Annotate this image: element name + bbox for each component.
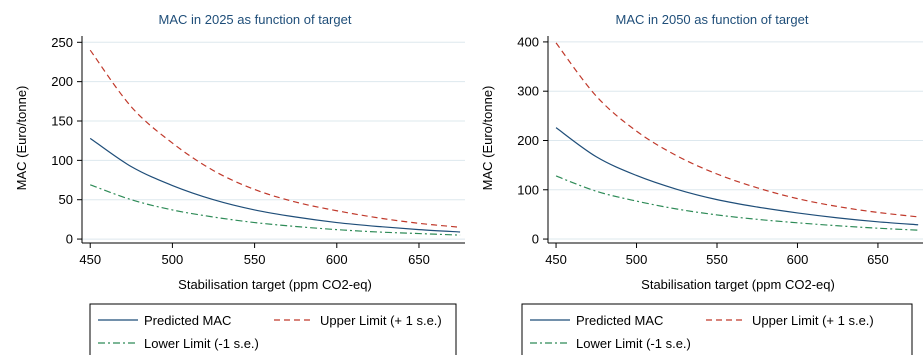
x-tick-label: 450 — [545, 252, 567, 267]
legend-label: Predicted MAC — [144, 313, 231, 328]
y-tick-label: 300 — [517, 84, 539, 99]
series-line-dashdot — [555, 175, 919, 231]
y-tick-label: 0 — [532, 232, 539, 247]
chart-title: MAC in 2025 as function of target — [159, 12, 352, 27]
y-tick-label: 250 — [51, 35, 73, 50]
legend-label: Upper Limit (+ 1 s.e.) — [752, 313, 874, 328]
series-line-dashdot — [90, 184, 461, 236]
y-tick-label: 100 — [51, 153, 73, 168]
legend: Predicted MAC Upper Limit (+ 1 s.e.) Lower… — [89, 303, 457, 357]
y-axis-label: MAC (Euro/tonne) — [480, 86, 495, 191]
x-tick-label: 550 — [706, 252, 728, 267]
x-tick-label: 650 — [408, 252, 430, 267]
series-line-solid — [555, 127, 919, 226]
y-tick-label: 200 — [517, 133, 539, 148]
x-axis-label: Stabilisation target (ppm CO2-eq) — [178, 277, 372, 292]
chart-mac-2025: MAC in 2025 as function of target MAC (E… — [14, 12, 465, 357]
y-tick-label: 150 — [51, 114, 73, 129]
legend-label: Upper Limit (+ 1 s.e.) — [320, 313, 442, 328]
x-axis-label: Stabilisation target (ppm CO2-eq) — [641, 277, 835, 292]
x-tick-label: 500 — [162, 252, 184, 267]
x-tick-label: 650 — [867, 252, 889, 267]
x-tick-label: 600 — [326, 252, 348, 267]
series-line-dashed — [89, 49, 461, 228]
y-tick-label: 200 — [51, 74, 73, 89]
legend-box — [89, 303, 457, 357]
y-tick-label: 100 — [517, 182, 539, 197]
chart-title: MAC in 2050 as function of target — [616, 12, 809, 27]
x-tick-label: 550 — [244, 252, 266, 267]
plot-area: 0 100 200 300 400 450 500 550 600 650 — [517, 34, 923, 267]
series-line-dashed — [555, 42, 919, 218]
x-tick-label: 600 — [787, 252, 809, 267]
x-tick-label: 450 — [79, 252, 101, 267]
x-tick-label: 500 — [626, 252, 648, 267]
legend-box — [521, 303, 913, 357]
y-tick-label: 400 — [517, 34, 539, 49]
plot-area: 0 50 100 150 200 250 450 500 550 600 650 — [51, 35, 465, 267]
y-tick-label: 0 — [66, 232, 73, 247]
legend: Predicted MAC Upper Limit (+ 1 s.e.) Lower… — [521, 303, 913, 357]
legend-label: Predicted MAC — [576, 313, 663, 328]
series-line-solid — [89, 137, 461, 233]
y-axis-label: MAC (Euro/tonne) — [14, 86, 29, 191]
y-tick-label: 50 — [59, 192, 73, 207]
legend-label: Lower Limit (-1 s.e.) — [144, 336, 259, 351]
chart-mac-2050: MAC in 2050 as function of target MAC (E… — [480, 12, 923, 357]
legend-label: Lower Limit (-1 s.e.) — [576, 336, 691, 351]
